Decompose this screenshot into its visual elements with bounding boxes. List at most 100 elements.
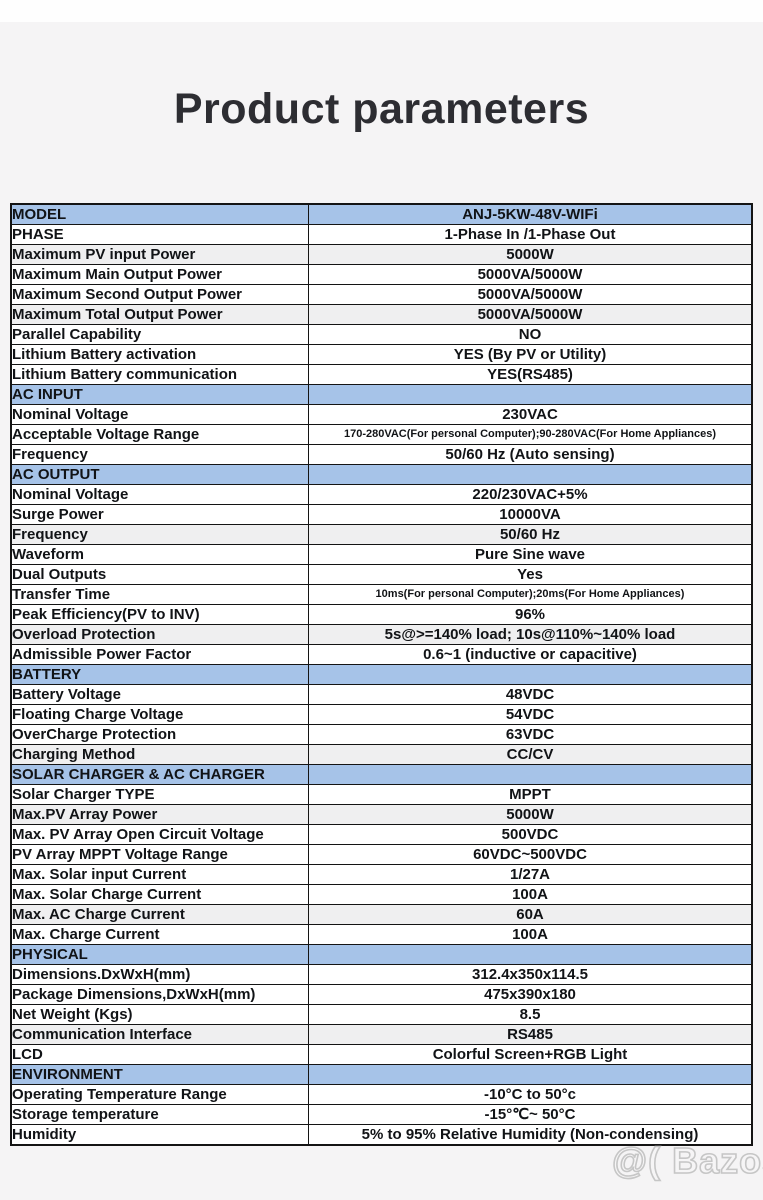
param-value [308,944,753,965]
table-row: Surge Power 10000VA [10,504,753,525]
table-row: Frequency 50/60 Hz [10,524,753,545]
param-value: YES(RS485) [308,364,753,385]
table-row: Net Weight (Kgs) 8.5 [10,1004,753,1025]
param-value: -15°℃~ 50°C [308,1104,753,1125]
table-row: Transfer Time 10ms(For personal Computer)… [10,584,753,605]
param-value [308,1064,753,1085]
param-label: PHASE [10,224,309,245]
table-row: PV Array MPPT Voltage Range 60VDC~500VDC [10,844,753,865]
param-label: Lithium Battery communication [10,364,309,385]
param-value: 100A [308,924,753,945]
param-value [308,464,753,485]
table-row: Maximum Total Output Power 5000VA/5000W [10,304,753,325]
table-row: Frequency 50/60 Hz (Auto sensing) [10,444,753,465]
param-label: Waveform [10,544,309,565]
param-value: 60A [308,904,753,925]
param-label: Acceptable Voltage Range [10,424,309,445]
section-title: PHYSICAL [10,944,309,965]
table-row: Overload Protection 5s@>=140% load; 10s@1… [10,624,753,645]
table-row: Humidity 5% to 95% Relative Humidity (Non… [10,1124,753,1146]
param-label: Battery Voltage [10,684,309,705]
param-value: NO [308,324,753,345]
param-value: 10000VA [308,504,753,525]
table-row: Maximum Second Output Power 5000VA/5000W [10,284,753,305]
section-header-row: BATTERY [10,664,753,685]
table-row: Nominal Voltage 230VAC [10,404,753,425]
top-white-strip [0,0,763,22]
table-row: Waveform Pure Sine wave [10,544,753,565]
param-label: Dimensions.DxWxH(mm) [10,964,309,985]
table-row: Max. Solar Charge Current 100A [10,884,753,905]
param-value: 220/230VAC+5% [308,484,753,505]
table-row: OverCharge Protection 63VDC [10,724,753,745]
watermark: @( Bazos.sk [611,1139,763,1182]
section-title: MODEL [10,203,309,225]
param-value [308,384,753,405]
param-value: MPPT [308,784,753,805]
table-row: Communication Interface RS485 [10,1024,753,1045]
section-title: AC OUTPUT [10,464,309,485]
param-value: Pure Sine wave [308,544,753,565]
param-value: 475x390x180 [308,984,753,1005]
param-label: Dual Outputs [10,564,309,585]
param-value: CC/CV [308,744,753,765]
param-label: Floating Charge Voltage [10,704,309,725]
table-body: MODEL ANJ-5KW-48V-WIFi PHASE 1-Phase In /1-… [10,203,753,1146]
param-label: Overload Protection [10,624,309,645]
section-header-row: AC INPUT [10,384,753,405]
section-header-row: AC OUTPUT [10,464,753,485]
param-label: Operating Temperature Range [10,1084,309,1105]
param-label: Parallel Capability [10,324,309,345]
param-label: Maximum PV input Power [10,244,309,265]
param-value: YES (By PV or Utility) [308,344,753,365]
table-row: Max.PV Array Power 5000W [10,804,753,825]
table-row: Dimensions.DxWxH(mm) 312.4x350x114.5 [10,964,753,985]
param-value: 5000VA/5000W [308,284,753,305]
param-label: Package Dimensions,DxWxH(mm) [10,984,309,1005]
param-value: 5s@>=140% load; 10s@110%~140% load [308,624,753,645]
param-value: 10ms(For personal Computer);20ms(For Hom… [308,584,753,605]
param-value: 1/27A [308,864,753,885]
table-row: Lithium Battery activation YES (By PV or … [10,344,753,365]
table-row: Peak Efficiency(PV to INV) 96% [10,604,753,625]
param-value: 50/60 Hz [308,524,753,545]
param-value: Yes [308,564,753,585]
param-label: Net Weight (Kgs) [10,1004,309,1025]
param-value: 100A [308,884,753,905]
table-row: Storage temperature -15°℃~ 50°C [10,1104,753,1125]
param-value: 60VDC~500VDC [308,844,753,865]
table-row: PHASE 1-Phase In /1-Phase Out [10,224,753,245]
param-label: Lithium Battery activation [10,344,309,365]
param-label: Maximum Main Output Power [10,264,309,285]
table-row: Dual Outputs Yes [10,564,753,585]
section-title: BATTERY [10,664,309,685]
section-header-row: SOLAR CHARGER & AC CHARGER [10,764,753,785]
param-value: 5000W [308,804,753,825]
param-label: Surge Power [10,504,309,525]
table-row: Nominal Voltage 220/230VAC+5% [10,484,753,505]
table-row: Admissible Power Factor 0.6~1 (inductive … [10,644,753,665]
section-header-row: PHYSICAL [10,944,753,965]
param-label: Max. AC Charge Current [10,904,309,925]
param-value: 230VAC [308,404,753,425]
table-row: Battery Voltage 48VDC [10,684,753,705]
param-value: 5% to 95% Relative Humidity (Non-condens… [308,1124,753,1146]
param-value: 5000W [308,244,753,265]
param-label: Peak Efficiency(PV to INV) [10,604,309,625]
param-value: 500VDC [308,824,753,845]
table-row: Max. AC Charge Current 60A [10,904,753,925]
param-label: Solar Charger TYPE [10,784,309,805]
table-row: Max. Solar input Current 1/27A [10,864,753,885]
param-value: 54VDC [308,704,753,725]
param-label: Communication Interface [10,1024,309,1045]
table-row: LCD Colorful Screen+RGB Light [10,1044,753,1065]
param-label: Maximum Total Output Power [10,304,309,325]
table-row: Solar Charger TYPE MPPT [10,784,753,805]
param-label: LCD [10,1044,309,1065]
param-value: RS485 [308,1024,753,1045]
param-value: 8.5 [308,1004,753,1025]
param-value: -10°C to 50°c [308,1084,753,1105]
param-label: Nominal Voltage [10,404,309,425]
section-title: AC INPUT [10,384,309,405]
param-label: Storage temperature [10,1104,309,1125]
